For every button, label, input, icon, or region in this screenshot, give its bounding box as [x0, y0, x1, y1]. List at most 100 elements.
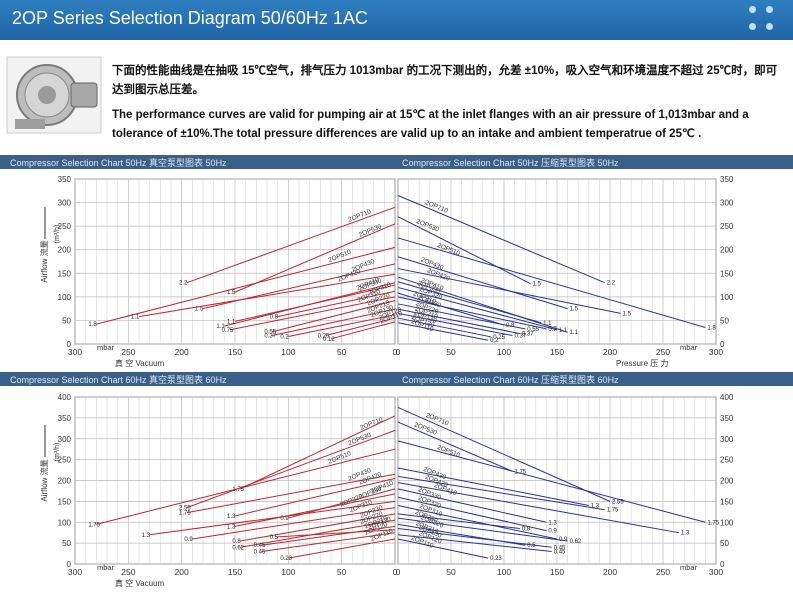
vacuum-series-line — [234, 493, 396, 527]
vacuum-x-tick-label: 250 — [121, 347, 135, 357]
vacuum-series-line — [277, 290, 396, 318]
pressure-series-line — [397, 216, 531, 285]
pressure-power-label: 0.8 — [522, 527, 531, 533]
pressure-x-tick-label: 0 — [396, 347, 401, 357]
pressure-x-tick-label: 50 — [446, 347, 456, 357]
y-tick-label-right: 200 — [720, 477, 734, 486]
vacuum-series-name: 2OP530 — [347, 432, 372, 448]
pressure-series-line — [397, 281, 542, 324]
vacuum-unit-label: mbar — [97, 563, 115, 572]
vacuum-power-label: 1.1 — [131, 315, 140, 321]
vacuum-x-tick-label: 50 — [337, 347, 347, 357]
intro-english: The performance curves are valid for pum… — [112, 109, 749, 140]
vacuum-series-line — [277, 529, 396, 538]
vacuum-x-tick-label: 100 — [281, 567, 295, 577]
vacuum-x-tick-label: 200 — [175, 567, 189, 577]
y-tick-label-right: 250 — [720, 456, 734, 465]
pressure-power-label: 0.55 — [527, 327, 539, 333]
vacuum-power-label: 2.2 — [179, 281, 188, 287]
y-axis-title: Airflow 流量 — [39, 240, 49, 282]
y-tick-label-right: 100 — [720, 293, 734, 302]
pressure-power-label: 1.75 — [514, 469, 526, 475]
vacuum-series-line — [234, 477, 396, 517]
vacuum-power-label: 0.75 — [222, 328, 234, 334]
vacuum-power-label: 1.5 — [195, 307, 204, 313]
band-label-pressure-50hz: Compressor Selection Chart 50Hz 压缩泵型图表 5… — [402, 158, 619, 168]
vacuum-series-line — [186, 206, 396, 284]
vacuum-series-line — [96, 448, 396, 525]
pressure-series-line — [397, 296, 547, 330]
vacuum-power-label: 0.45 — [254, 549, 266, 555]
pressure-power-label: 0.25 — [493, 335, 505, 341]
pressure-series-line — [397, 482, 679, 534]
pressure-series-line — [397, 440, 706, 523]
blower-product-image — [6, 56, 102, 134]
y-tick-label-right: 200 — [720, 246, 734, 255]
y-tick-label-right: 50 — [720, 539, 729, 548]
pressure-power-label: 0.37 — [522, 332, 534, 338]
vacuum-power-label: 0.55 — [264, 330, 276, 336]
pressure-x-tick-label: 200 — [603, 567, 617, 577]
pressure-power-label: 1.1 — [543, 321, 552, 327]
selection-chart-60hz: 0 0 50 50 100 100 150 150 200 200 250 250 300 300 350 3… — [39, 393, 734, 588]
vacuum-series-line — [240, 519, 396, 548]
vacuum-series-line — [96, 246, 396, 325]
y-tick-label-left: 350 — [58, 414, 72, 423]
title-bar: 2OP Series Selection Diagram 50/60Hz 1AC — [0, 0, 793, 40]
vacuum-x-tick-label: 200 — [175, 347, 189, 357]
pressure-series-line — [397, 528, 552, 548]
vacuum-x-tick-label: 150 — [228, 567, 242, 577]
pressure-series-line — [397, 303, 526, 330]
vacuum-power-label: 0.45 — [254, 543, 266, 549]
y-axis-unit: (m³/h) — [54, 225, 61, 244]
pressure-series-line — [397, 488, 547, 523]
y-tick-label-right: 400 — [720, 393, 734, 402]
y-axis-unit: (m³/h) — [54, 443, 61, 462]
band-label-vacuum-60hz: Compressor Selection Chart 60Hz 真空泵型图表 6… — [10, 375, 227, 385]
band-label-vacuum-50hz: Compressor Selection Chart 50Hz 真空泵型图表 5… — [10, 158, 227, 168]
pressure-x-tick-label: 150 — [550, 567, 564, 577]
vacuum-series-line — [261, 532, 396, 552]
pressure-x-tick-label: 250 — [656, 347, 670, 357]
pressure-power-label: 1.5 — [570, 307, 579, 313]
y-tick-label-left: 100 — [58, 518, 72, 527]
y-tick-label-left: 350 — [58, 175, 72, 184]
pressure-series-line — [397, 317, 492, 338]
pressure-power-label: 0.23 — [490, 556, 502, 562]
band-label-pressure-60hz: Compressor Selection Chart 60Hz 压缩泵型图表 6… — [402, 375, 619, 385]
y-tick-label-right: 150 — [720, 497, 734, 506]
pressure-series-line — [397, 292, 505, 326]
vacuum-series-line — [272, 308, 396, 337]
y-tick-label-left: 300 — [58, 199, 72, 208]
vacuum-power-label: 1.5 — [227, 290, 236, 296]
pressure-series-line — [397, 534, 552, 552]
vacuum-power-label: 1.3 — [227, 524, 236, 530]
pressure-series-line — [397, 286, 558, 331]
y-tick-label-right: 150 — [720, 269, 734, 278]
pressure-unit-label: mbar — [680, 563, 698, 572]
intro-text: 下面的性能曲线是在抽吸 15℃空气，排气压力 1013mbar 的工况下测出的，… — [112, 62, 782, 150]
y-tick-label-right: 350 — [720, 414, 734, 423]
pressure-series-line — [397, 308, 520, 335]
pressure-series-line — [397, 406, 611, 502]
pressure-power-label: 1.75 — [607, 508, 619, 514]
pressure-series-line — [397, 475, 605, 511]
menu-dots-icon[interactable] — [749, 6, 775, 32]
pressure-x-tick-label: 100 — [497, 347, 511, 357]
vacuum-series-line — [330, 321, 396, 340]
y-tick-label-right: 300 — [720, 435, 734, 444]
y-tick-label-right: 250 — [720, 222, 734, 231]
vacuum-series-line — [234, 284, 396, 322]
pressure-series-line — [397, 312, 513, 337]
pressure-x-tick-label: 50 — [446, 567, 456, 577]
vacuum-series-line — [240, 415, 396, 490]
vacuum-x-tick-label: 100 — [281, 347, 295, 357]
vacuum-series-line — [138, 273, 396, 318]
y-tick-label-right: 100 — [720, 518, 734, 527]
pressure-power-label: 1.75 — [707, 520, 719, 526]
y-tick-label-right: 350 — [720, 175, 734, 184]
vacuum-x-tick-label: 250 — [121, 567, 135, 577]
y-tick-label-left: 50 — [62, 539, 71, 548]
vacuum-series-line — [272, 300, 396, 333]
pressure-power-label: 1.3 — [681, 531, 690, 537]
